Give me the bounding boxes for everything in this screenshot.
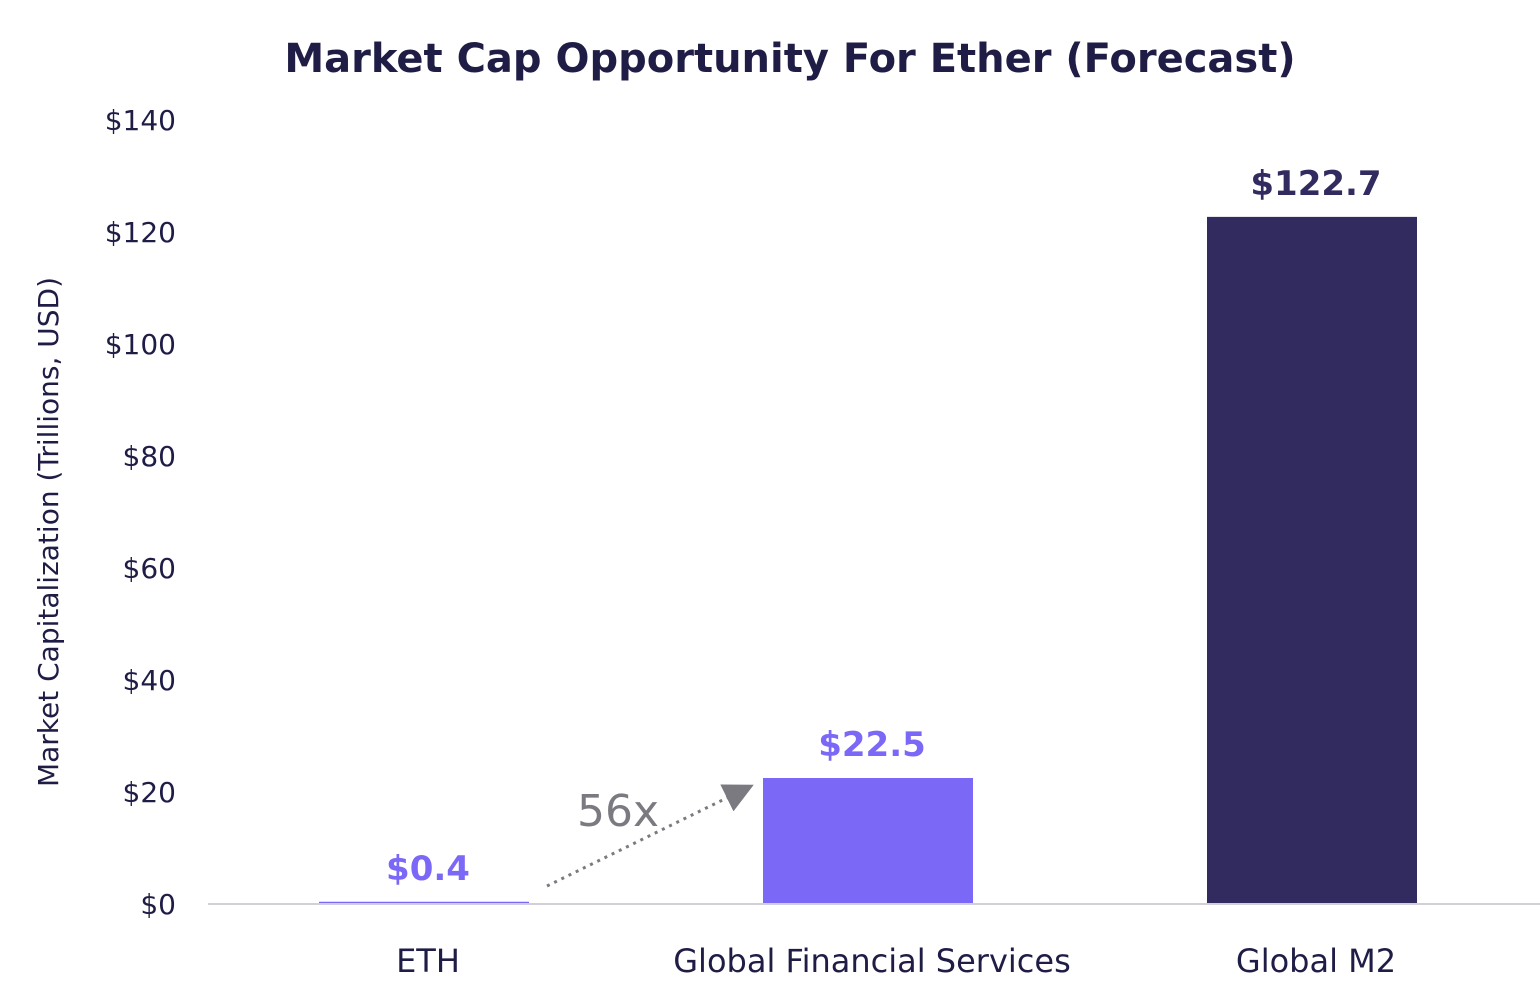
bar-0 <box>319 901 529 904</box>
data-label: $22.5 <box>818 725 926 765</box>
y-tick-label: $40 <box>123 664 176 697</box>
growth-multiplier-label: 56x <box>577 786 659 837</box>
bar-1 <box>763 778 973 904</box>
data-labels-group: $0.4 $22.5 $122.7 <box>386 164 1382 889</box>
y-tick-label: $80 <box>123 440 176 473</box>
x-tick-label: Global M2 <box>1236 942 1396 980</box>
y-tick-label: $20 <box>123 776 176 809</box>
bar-2 <box>1207 216 1417 904</box>
y-axis-label: Market Capitalization (Trillions, USD) <box>32 277 65 787</box>
y-tick-label: $0 <box>140 888 176 921</box>
y-tick-label: $120 <box>105 216 176 249</box>
y-axis-ticks: $0 $20 $40 $60 $80 $100 $120 $140 <box>105 104 176 921</box>
data-label: $0.4 <box>386 849 470 889</box>
data-label: $122.7 <box>1250 164 1381 204</box>
x-tick-label: Global Financial Services <box>673 942 1070 980</box>
growth-annotation: 56x <box>546 784 754 888</box>
chart-title: Market Cap Opportunity For Ether (Foreca… <box>284 36 1295 82</box>
y-tick-label: $140 <box>105 104 176 137</box>
y-tick-label: $60 <box>123 552 176 585</box>
y-tick-label: $100 <box>105 328 176 361</box>
x-tick-label: ETH <box>396 942 460 980</box>
x-axis-ticks: ETH Global Financial Services Global M2 <box>396 942 1396 980</box>
bars-group <box>319 216 1417 904</box>
